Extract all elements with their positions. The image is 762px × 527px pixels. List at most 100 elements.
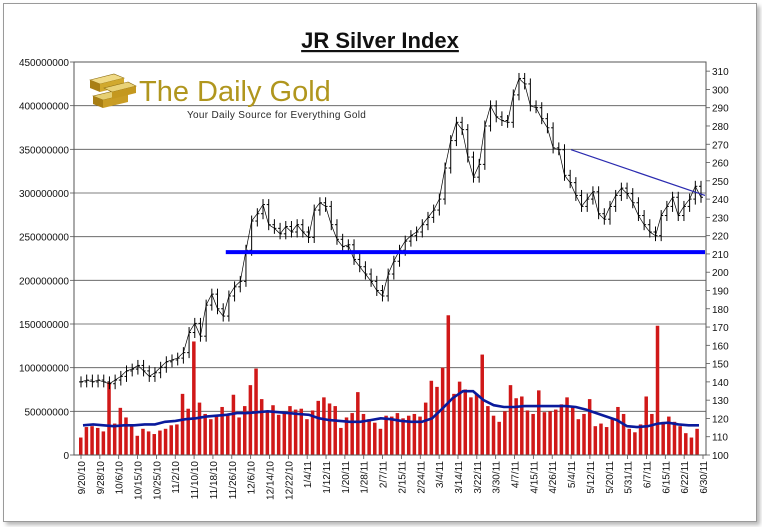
right-tick-label: 240: [712, 195, 729, 206]
right-tick-label: 250: [712, 177, 729, 188]
volume-bar: [214, 414, 219, 455]
x-tick-label: 10/25/10: [152, 461, 163, 500]
volume-bar: [559, 404, 564, 455]
left-tick-label: 300000000: [19, 189, 69, 200]
volume-bar: [672, 421, 677, 455]
volume-bar: [226, 413, 230, 455]
logo: The Daily Gold Your Daily Source for Eve…: [89, 73, 366, 121]
x-tick-label: 11/18/10: [209, 461, 220, 500]
volume-bar: [373, 422, 377, 455]
volume-bar: [271, 405, 275, 455]
x-tick-label: 2/15/11: [397, 461, 408, 494]
price-close-line: [80, 77, 702, 385]
volume-bar: [531, 413, 535, 455]
volume-bar: [322, 397, 326, 455]
volume-bar: [390, 416, 394, 455]
volume-bar: [305, 419, 309, 455]
volume-bar: [197, 402, 202, 455]
x-tick-label: 2/24/11: [416, 461, 427, 494]
volume-bar: [593, 426, 598, 455]
volume-bar: [107, 382, 111, 455]
x-tick-label: 3/14/11: [454, 461, 465, 494]
x-tick-label: 3/30/11: [492, 461, 503, 494]
right-tick-label: 150: [712, 360, 729, 371]
volume-bar: [163, 428, 168, 455]
volume-bar: [112, 423, 117, 455]
volume-bar: [175, 424, 179, 455]
left-axis-labels: 0 50000000 100000000 150000000 200000000 2500…: [19, 58, 70, 462]
volume-bar: [553, 409, 558, 455]
x-tick-label: 9/20/10: [77, 461, 88, 495]
left-tick-label: 200000000: [19, 276, 69, 287]
volume-bar: [514, 398, 518, 455]
volume-bar: [367, 419, 371, 455]
volume-bar: [667, 416, 671, 455]
right-tick-label: 280: [712, 122, 729, 133]
right-tick-label: 300: [712, 85, 729, 96]
x-tick-label: 11/26/10: [228, 461, 239, 500]
left-tick-label: 0: [63, 451, 69, 462]
volume-bar: [491, 415, 496, 455]
volume-bar: [180, 393, 185, 455]
right-tick-label: 210: [712, 250, 729, 261]
x-tick-label: 4/7/11: [511, 461, 522, 488]
volume-bar: [406, 415, 411, 455]
right-tick-label: 270: [712, 140, 729, 151]
volume-bar: [576, 419, 581, 455]
plot-border: [73, 61, 707, 456]
volume-bar: [276, 414, 281, 455]
x-tick-label: 5/4/11: [567, 461, 578, 488]
left-tick-label: 400000000: [19, 102, 69, 113]
right-tick-label: 290: [712, 104, 729, 115]
x-tick-label: 11/10/10: [190, 461, 201, 500]
volume-bar: [248, 385, 253, 455]
x-tick-label: 10/15/10: [134, 461, 145, 500]
volume-bar: [604, 427, 609, 455]
logo-tagline: Your Daily Source for Everything Gold: [187, 110, 366, 121]
right-tick-label: 200: [712, 268, 729, 279]
x-axis-labels: 9/20/10 9/28/10 10/6/10 10/15/10 10/25/10 11/…: [77, 461, 710, 500]
volume-bar: [418, 416, 422, 455]
gold-bars-icon: [89, 73, 137, 108]
volume-bar: [463, 389, 468, 455]
volume-bar: [378, 428, 383, 455]
volume-bar: [599, 423, 603, 455]
chart-frame: JR Silver Index The Daily Gold Your Dail…: [3, 3, 757, 522]
right-tick-label: 190: [712, 286, 729, 297]
volume-average-line: [82, 389, 699, 429]
volume-bar: [209, 419, 213, 455]
x-tick-label: 9/28/10: [96, 461, 107, 495]
volume-bar: [118, 407, 123, 455]
volume-bar: [655, 325, 660, 455]
x-tick-label: 2/7/11: [379, 461, 390, 488]
left-tick-label: 50000000: [25, 407, 70, 418]
volume-bar: [440, 367, 445, 455]
volume-bar: [90, 426, 94, 455]
volume-bar: [610, 418, 615, 455]
x-tick-label: 11/2/10: [171, 461, 182, 494]
right-tick-label: 110: [712, 433, 728, 444]
volume-bar: [689, 437, 694, 455]
x-tick-label: 1/28/11: [360, 461, 371, 494]
x-tick-label: 12/14/10: [265, 461, 276, 500]
right-tick-label: 310: [712, 67, 729, 78]
volume-bar: [474, 393, 479, 455]
x-tick-label: 5/20/11: [605, 461, 616, 494]
volume-bar: [480, 354, 484, 455]
x-tick-label: 3/4/11: [435, 461, 446, 488]
volume-bar: [141, 428, 145, 455]
volume-bars: [79, 315, 699, 455]
x-tick-label: 1/20/11: [341, 461, 352, 494]
volume-bar: [627, 428, 631, 455]
x-tick-label: 4/26/11: [548, 461, 559, 494]
x-tick-label: 1/12/11: [322, 461, 333, 494]
x-tick-label: 6/15/11: [661, 461, 672, 494]
x-tick-label: 10/6/10: [115, 461, 126, 495]
chart-title: JR Silver Index: [301, 28, 460, 53]
volume-bar: [508, 385, 513, 455]
volume-bar: [344, 417, 349, 455]
volume-bar: [695, 428, 699, 455]
volume-bar: [435, 386, 439, 455]
left-tick-label: 100000000: [19, 364, 69, 375]
volume-bar: [587, 399, 592, 455]
